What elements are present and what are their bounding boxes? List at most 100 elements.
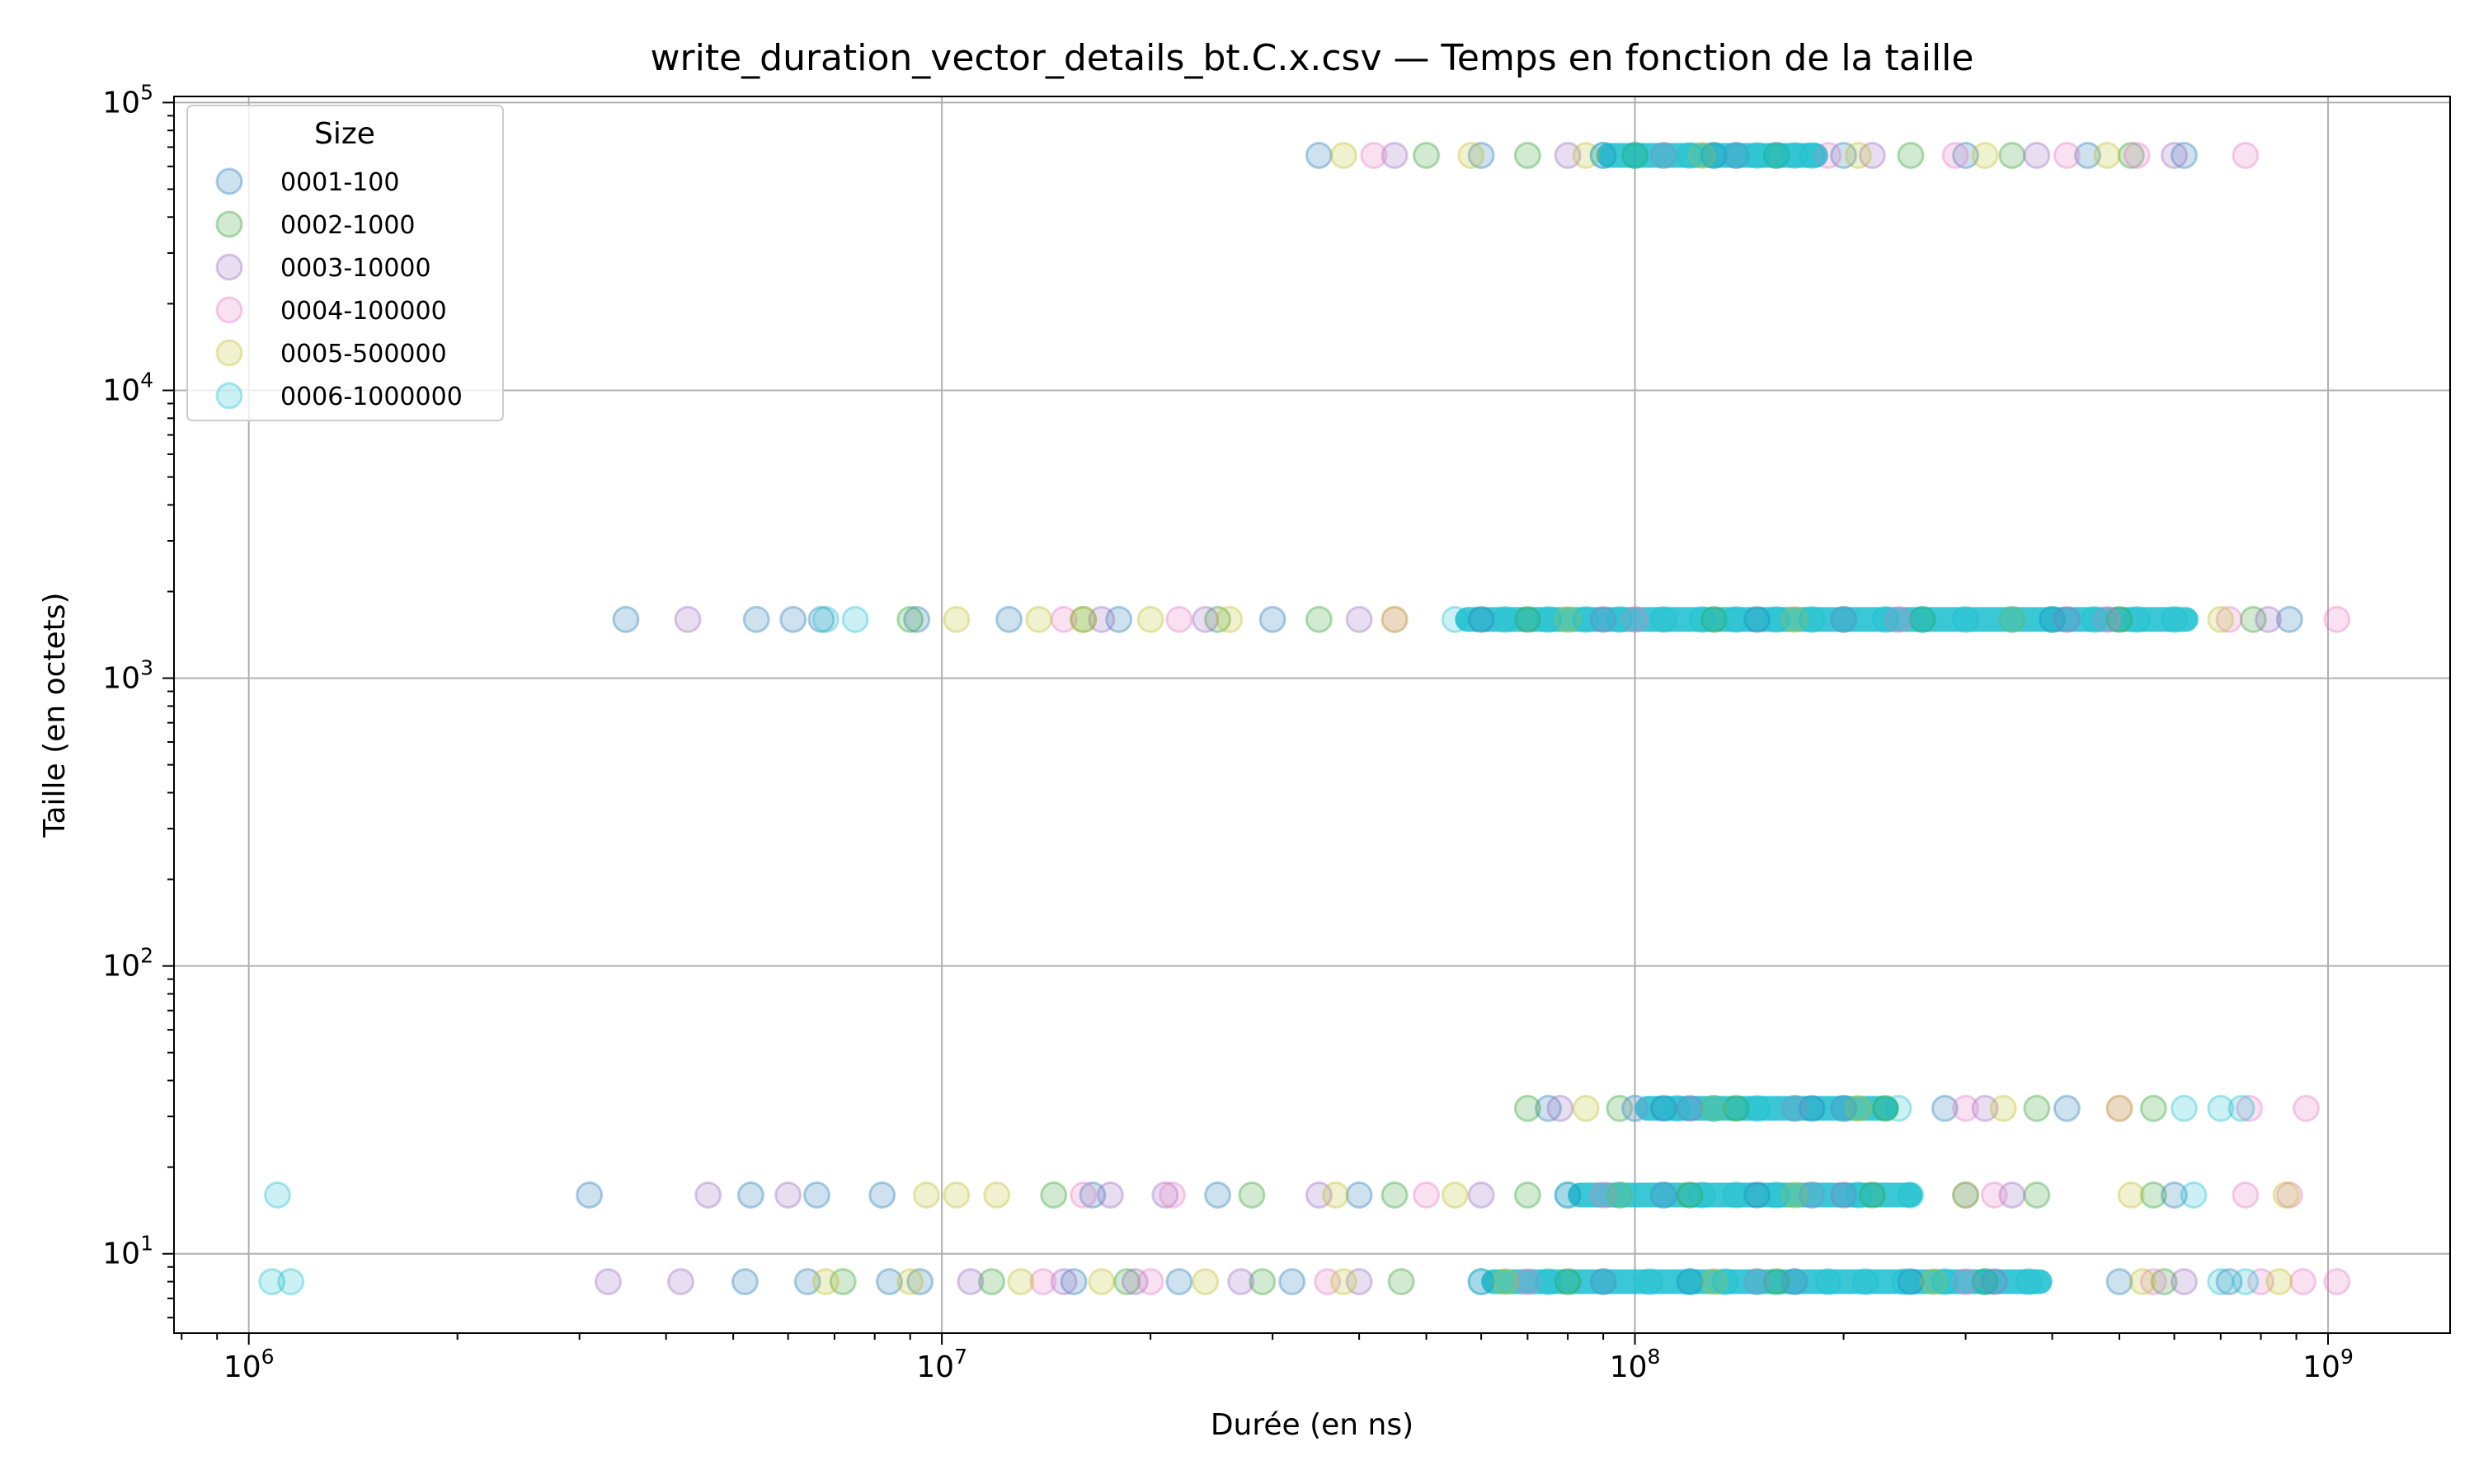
data-point	[2039, 605, 2067, 633]
data-point	[1589, 1268, 1617, 1296]
data-point	[1589, 1181, 1617, 1209]
legend-marker	[215, 296, 243, 324]
data-point	[1700, 1268, 1728, 1296]
data-point	[1649, 1181, 1677, 1209]
data-point	[1554, 1181, 1582, 1209]
data-point	[2239, 605, 2267, 633]
legend-label: 0002-1000	[280, 211, 416, 240]
data-points	[258, 141, 2351, 1296]
chart-title: write_duration_vector_details_bt.C.x.csv…	[651, 37, 1974, 79]
data-point	[674, 605, 702, 633]
data-point	[1814, 141, 1842, 169]
data-point	[1700, 141, 1728, 169]
data-point	[1096, 1181, 1124, 1209]
legend-marker	[215, 210, 243, 238]
data-point	[1676, 1094, 1704, 1122]
data-point	[1088, 1268, 1116, 1296]
data-point	[1151, 1181, 1179, 1209]
data-point	[2207, 1094, 2235, 1122]
data-point	[612, 605, 640, 633]
data-point	[1952, 141, 1980, 169]
data-point	[576, 1181, 604, 1209]
data-point	[793, 1268, 821, 1296]
data-point	[2053, 605, 2081, 633]
grid	[174, 96, 2450, 1333]
data-point	[2139, 1094, 2167, 1122]
data-point	[903, 605, 931, 633]
data-point	[1554, 1268, 1582, 1296]
data-point	[1192, 605, 1220, 633]
data-point	[1635, 1268, 1663, 1296]
data-point	[1844, 1181, 1872, 1209]
data-point	[2232, 1268, 2260, 1296]
series-0006-1000000	[258, 141, 2260, 1296]
data-point	[983, 1181, 1011, 1209]
data-point	[1780, 1268, 1808, 1296]
data-point	[1798, 141, 1826, 169]
data-point	[1920, 1268, 1948, 1296]
data-point	[1743, 1094, 1771, 1122]
data-point	[1762, 605, 1790, 633]
data-point	[1844, 1094, 1872, 1122]
data-point	[1897, 1268, 1925, 1296]
data-point	[1722, 141, 1750, 169]
data-point	[1535, 605, 1563, 633]
data-point	[1467, 1268, 1495, 1296]
data-point	[1050, 1268, 1078, 1296]
data-point	[1606, 605, 1634, 633]
data-point	[2272, 1181, 2300, 1209]
data-point	[1676, 1268, 1704, 1296]
data-point	[2255, 605, 2283, 633]
y-axis-ticks: 101 102 103 104 105	[102, 80, 174, 1319]
legend-label: 0005-500000	[280, 340, 447, 369]
data-point	[1980, 1181, 2008, 1209]
data-point	[1040, 1181, 1068, 1209]
data-point	[1070, 1181, 1098, 1209]
data-point	[1513, 141, 1541, 169]
data-point	[1554, 141, 1582, 169]
data-point	[2123, 605, 2151, 633]
series-0003-10000	[594, 141, 2283, 1296]
data-point	[807, 605, 835, 633]
data-point	[1762, 1181, 1790, 1209]
data-point	[1387, 1268, 1415, 1296]
data-point	[1345, 1268, 1373, 1296]
data-point	[2265, 1268, 2293, 1296]
data-point	[2039, 605, 2067, 633]
x-tick-label: 107	[916, 1345, 967, 1384]
data-point	[2161, 605, 2189, 633]
legend-label: 0001-100	[280, 168, 399, 197]
legend-marker	[215, 253, 243, 281]
data-point	[1971, 1094, 1999, 1122]
data-point	[774, 1181, 802, 1209]
data-point	[779, 605, 807, 633]
data-point	[1830, 1094, 1858, 1122]
data-point	[1998, 141, 2026, 169]
data-point	[258, 1268, 286, 1296]
legend-label: 0003-10000	[280, 254, 431, 283]
data-point	[1649, 1094, 1677, 1122]
data-point	[906, 1268, 934, 1296]
data-point	[1105, 605, 1133, 633]
data-point	[1589, 141, 1617, 169]
data-point	[1606, 1094, 1634, 1122]
data-point	[1513, 605, 1541, 633]
data-point	[1700, 605, 1728, 633]
data-point	[1360, 141, 1388, 169]
data-point	[1798, 605, 1826, 633]
data-point	[1305, 1181, 1333, 1209]
data-point	[841, 605, 869, 633]
data-point	[1345, 1181, 1373, 1209]
data-point	[2275, 605, 2303, 633]
data-point	[2123, 141, 2151, 169]
data-point	[2247, 1268, 2275, 1296]
data-point	[1798, 1181, 1826, 1209]
data-point	[1851, 1268, 1879, 1296]
data-point	[2074, 141, 2102, 169]
data-point	[1897, 1181, 1925, 1209]
data-point	[1780, 1268, 1808, 1296]
data-point	[2023, 1094, 2051, 1122]
data-point	[2227, 1094, 2255, 1122]
data-point	[1780, 1094, 1808, 1122]
